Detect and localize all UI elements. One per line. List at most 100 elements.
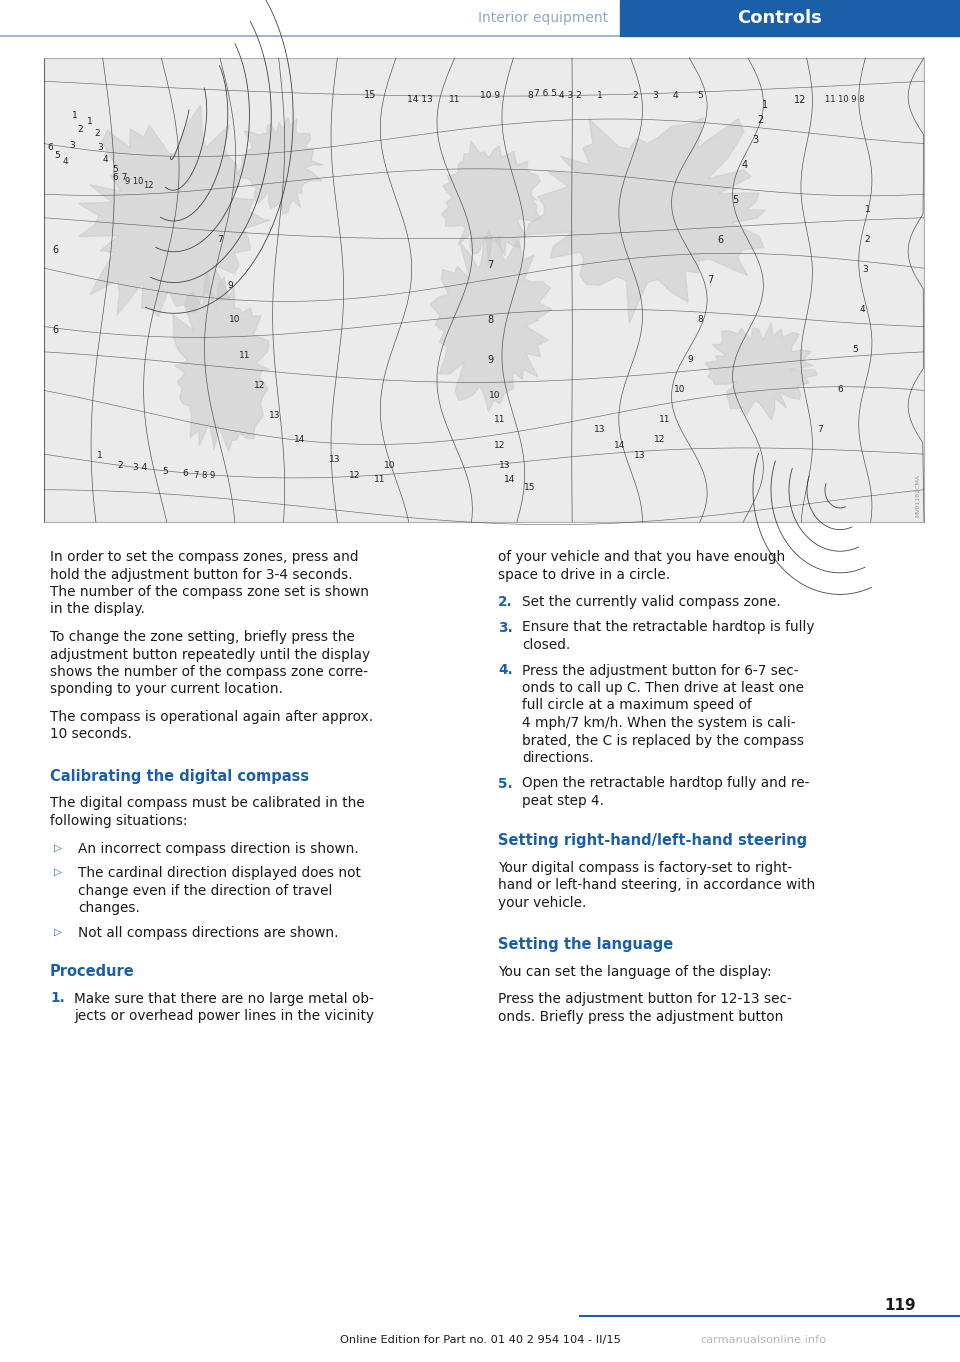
Text: 15: 15 [524, 482, 536, 492]
Text: 4: 4 [742, 159, 748, 170]
Text: directions.: directions. [522, 750, 593, 765]
Text: 3: 3 [752, 135, 758, 144]
Text: changes.: changes. [78, 902, 140, 915]
Text: 5: 5 [162, 467, 168, 477]
Text: change even if the direction of travel: change even if the direction of travel [78, 884, 332, 898]
Text: Your digital compass is factory-set to right-: Your digital compass is factory-set to r… [498, 861, 792, 874]
Bar [46, 60, 922, 520]
Text: 13: 13 [269, 410, 280, 419]
Text: 7: 7 [817, 425, 823, 434]
Text: 5: 5 [697, 90, 703, 99]
Text: 10 seconds.: 10 seconds. [50, 727, 132, 741]
Text: 10 9: 10 9 [480, 90, 500, 99]
Polygon shape [430, 232, 552, 411]
Text: of your vehicle and that you have enough: of your vehicle and that you have enough [498, 550, 785, 564]
Polygon shape [525, 118, 765, 323]
Text: 1: 1 [87, 117, 93, 127]
Text: 1: 1 [762, 99, 768, 110]
Text: 11: 11 [449, 95, 461, 105]
Polygon shape [79, 105, 271, 316]
Text: Open the retractable hardtop fully and re-: Open the retractable hardtop fully and r… [522, 776, 809, 790]
Text: 11: 11 [374, 475, 386, 485]
Text: 1: 1 [97, 451, 103, 459]
Text: 1: 1 [865, 206, 871, 214]
Polygon shape [705, 323, 817, 419]
Text: 2: 2 [117, 460, 123, 470]
Text: 6: 6 [47, 143, 53, 153]
Text: 10: 10 [384, 460, 396, 470]
Text: 4: 4 [62, 158, 68, 166]
Text: 2: 2 [756, 114, 763, 125]
Text: in the display.: in the display. [50, 602, 145, 617]
Text: onds. Briefly press the adjustment button: onds. Briefly press the adjustment butto… [498, 1011, 783, 1024]
Text: 9: 9 [487, 355, 493, 365]
Text: your vehicle.: your vehicle. [498, 896, 587, 910]
Text: 8: 8 [697, 316, 703, 324]
Text: MV01182CMA: MV01182CMA [915, 474, 920, 518]
Text: 1: 1 [597, 90, 603, 99]
Text: full circle at a maximum speed of: full circle at a maximum speed of [522, 699, 752, 712]
Text: 8: 8 [487, 315, 493, 326]
Text: 13: 13 [635, 451, 646, 459]
Text: Set the currently valid compass zone.: Set the currently valid compass zone. [522, 595, 780, 609]
Text: hand or left-hand steering, in accordance with: hand or left-hand steering, in accordanc… [498, 878, 815, 892]
Text: jects or overhead power lines in the vicinity: jects or overhead power lines in the vic… [74, 1009, 374, 1023]
Text: 5: 5 [112, 166, 118, 174]
Text: 119: 119 [884, 1298, 916, 1313]
Text: 8: 8 [527, 90, 533, 99]
Text: 7: 7 [487, 260, 493, 270]
Text: An incorrect compass direction is shown.: An incorrect compass direction is shown. [78, 842, 359, 855]
Text: shows the number of the compass zone corre-: shows the number of the compass zone cor… [50, 665, 368, 680]
Text: 7 8 9: 7 8 9 [194, 471, 216, 481]
Text: hold the adjustment button for 3-4 seconds.: hold the adjustment button for 3-4 secon… [50, 568, 352, 582]
Text: 4: 4 [672, 90, 678, 99]
Text: 11: 11 [239, 350, 251, 360]
Text: Procedure: Procedure [50, 964, 134, 979]
Text: ▷: ▷ [54, 926, 62, 937]
Text: 12: 12 [349, 470, 361, 479]
Text: 15: 15 [364, 90, 376, 99]
Text: 3.: 3. [498, 621, 513, 635]
Text: 4 3 2: 4 3 2 [559, 90, 582, 99]
Text: sponding to your current location.: sponding to your current location. [50, 682, 283, 696]
Text: following situations:: following situations: [50, 814, 187, 828]
Text: Press the adjustment button for 12-13 sec-: Press the adjustment button for 12-13 se… [498, 993, 792, 1007]
Text: 14: 14 [504, 475, 516, 485]
Text: 4.: 4. [498, 663, 513, 677]
Text: 10: 10 [229, 316, 241, 324]
Text: 12: 12 [254, 380, 266, 390]
Text: Setting right-hand/left-hand steering: Setting right-hand/left-hand steering [498, 834, 807, 849]
Text: 3: 3 [862, 266, 868, 275]
Text: 9: 9 [687, 355, 693, 365]
Text: ▷: ▷ [54, 843, 62, 853]
Text: 13: 13 [594, 425, 606, 434]
Text: 7: 7 [707, 275, 713, 285]
Text: carmanualsonline.info: carmanualsonline.info [700, 1335, 827, 1346]
Text: 13: 13 [499, 460, 511, 470]
Text: 12: 12 [794, 95, 806, 105]
Text: Make sure that there are no large metal ob-: Make sure that there are no large metal … [74, 992, 373, 1005]
Text: 12: 12 [494, 440, 506, 449]
Text: In order to set the compass zones, press and: In order to set the compass zones, press… [50, 550, 358, 564]
Text: 9 10: 9 10 [125, 177, 143, 187]
Text: 4: 4 [102, 155, 108, 165]
Text: ▷: ▷ [54, 868, 62, 877]
Text: 4 mph/7 km/h. When the system is cali-: 4 mph/7 km/h. When the system is cali- [522, 716, 796, 730]
Text: 10: 10 [674, 385, 685, 395]
Text: 2: 2 [633, 90, 637, 99]
Text: Online Edition for Part no. 01 40 2 954 104 - II/15: Online Edition for Part no. 01 40 2 954 … [340, 1335, 620, 1346]
Text: 11 10 9 8: 11 10 9 8 [826, 95, 865, 105]
Text: 2.: 2. [498, 595, 513, 609]
Text: 6: 6 [837, 385, 843, 395]
Text: The number of the compass zone set is shown: The number of the compass zone set is sh… [50, 586, 369, 599]
Text: 5: 5 [852, 346, 858, 354]
Text: 6: 6 [182, 470, 188, 478]
Text: 12: 12 [143, 181, 154, 189]
Polygon shape [173, 271, 270, 451]
Text: 4: 4 [859, 305, 865, 315]
Text: 7: 7 [217, 236, 223, 245]
Text: brated, the C is replaced by the compass: brated, the C is replaced by the compass [522, 734, 804, 748]
Text: 14: 14 [295, 436, 305, 444]
Text: space to drive in a circle.: space to drive in a circle. [498, 568, 670, 582]
Text: adjustment button repeatedly until the display: adjustment button repeatedly until the d… [50, 647, 371, 662]
